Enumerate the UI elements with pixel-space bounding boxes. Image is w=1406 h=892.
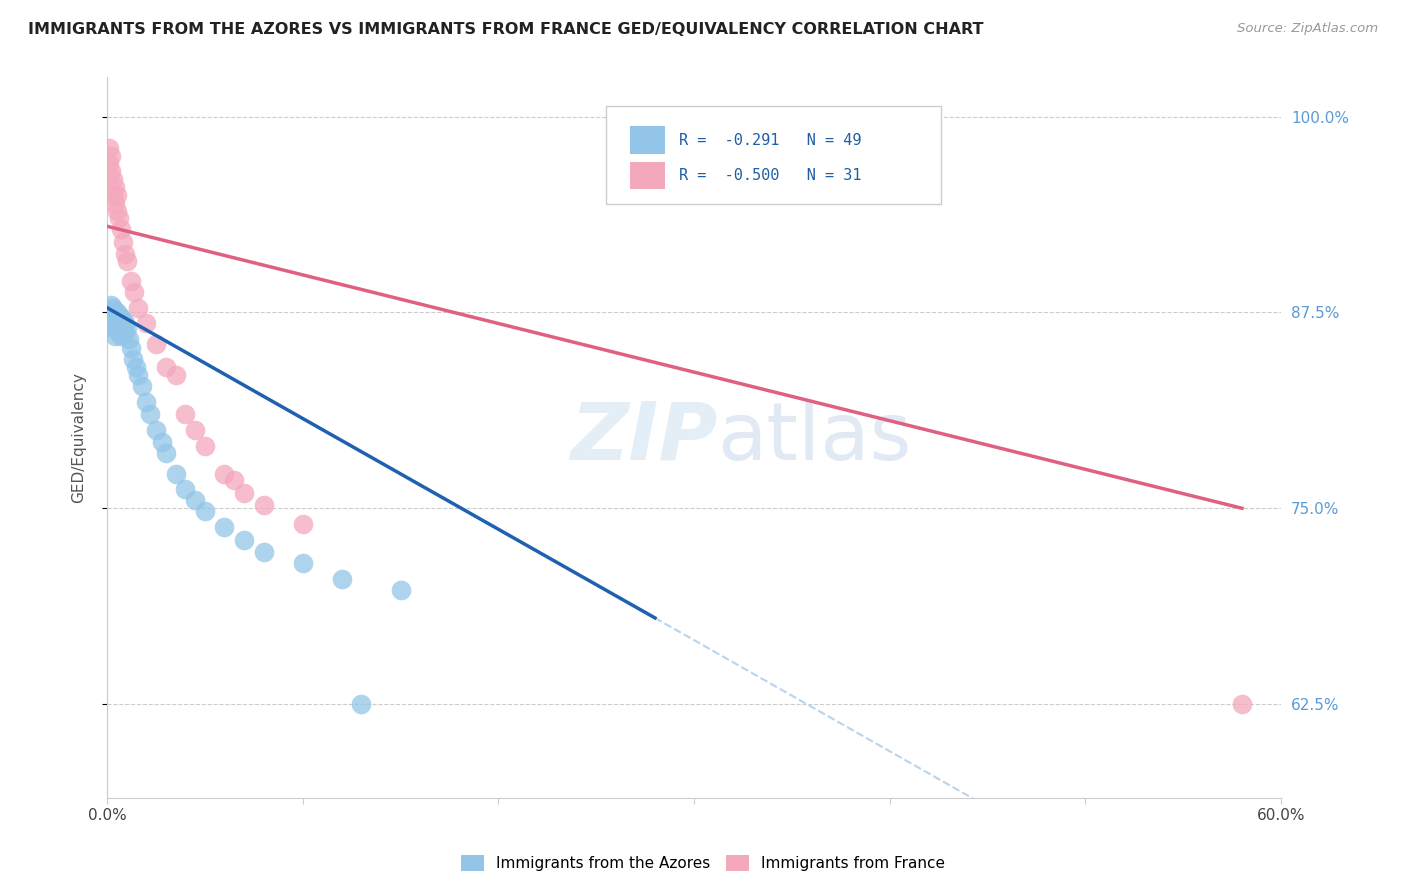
Point: [120, 342, 142, 356]
Point: [127, 368, 149, 383]
Point: [174, 407, 197, 421]
Point: [214, 467, 236, 481]
Point: [110, 222, 132, 236]
Point: [135, 394, 157, 409]
Point: [115, 321, 138, 335]
Point: [108, 326, 131, 340]
Point: [194, 504, 217, 518]
Point: [105, 203, 128, 218]
Text: Source: ZipAtlas.com: Source: ZipAtlas.com: [1237, 22, 1378, 36]
Point: [98, 305, 121, 319]
Text: ZIP: ZIP: [571, 399, 717, 476]
Point: [114, 317, 136, 331]
Point: [165, 368, 187, 383]
FancyBboxPatch shape: [630, 127, 665, 153]
Point: [155, 360, 177, 375]
Text: atlas: atlas: [717, 399, 912, 476]
Point: [330, 572, 353, 586]
Point: [100, 297, 122, 311]
Point: [291, 556, 314, 570]
Point: [214, 520, 236, 534]
Point: [104, 310, 127, 325]
Point: [101, 188, 124, 202]
Point: [114, 247, 136, 261]
Point: [150, 435, 173, 450]
Point: [131, 379, 153, 393]
Point: [125, 360, 148, 375]
Point: [100, 149, 122, 163]
Point: [184, 423, 207, 437]
Point: [1230, 697, 1253, 711]
Point: [389, 582, 412, 597]
Point: [100, 313, 122, 327]
Point: [155, 446, 177, 460]
Point: [104, 305, 127, 319]
Point: [108, 309, 131, 323]
Point: [111, 313, 134, 327]
Point: [135, 317, 157, 331]
Point: [127, 301, 149, 315]
Point: [124, 285, 146, 299]
Point: [100, 305, 122, 319]
Point: [105, 188, 128, 202]
Point: [224, 473, 246, 487]
Point: [104, 329, 127, 343]
Point: [110, 319, 132, 334]
Point: [105, 313, 128, 327]
Point: [145, 423, 167, 437]
Point: [194, 439, 217, 453]
Legend: Immigrants from the Azores, Immigrants from France: Immigrants from the Azores, Immigrants f…: [456, 849, 950, 877]
Point: [100, 164, 122, 178]
Point: [233, 485, 256, 500]
Point: [114, 326, 136, 340]
Point: [98, 156, 121, 170]
Point: [101, 310, 124, 325]
Point: [101, 305, 124, 319]
Text: IMMIGRANTS FROM THE AZORES VS IMMIGRANTS FROM FRANCE GED/EQUIVALENCY CORRELATION: IMMIGRANTS FROM THE AZORES VS IMMIGRANTS…: [28, 22, 984, 37]
Point: [104, 180, 127, 194]
Point: [101, 321, 124, 335]
Point: [98, 313, 121, 327]
Text: R =  -0.291   N = 49: R = -0.291 N = 49: [679, 133, 862, 148]
Point: [252, 545, 274, 559]
Point: [291, 516, 314, 531]
Point: [139, 407, 162, 421]
Point: [174, 483, 197, 497]
Point: [110, 329, 132, 343]
Point: [165, 467, 187, 481]
Point: [98, 141, 121, 155]
Y-axis label: GED/Equivalency: GED/Equivalency: [72, 372, 86, 503]
Point: [104, 195, 127, 210]
Point: [108, 211, 131, 226]
Point: [110, 310, 132, 325]
Point: [120, 274, 142, 288]
Point: [233, 533, 256, 547]
Point: [105, 321, 128, 335]
Point: [101, 172, 124, 186]
Point: [115, 253, 138, 268]
Text: R =  -0.500   N = 31: R = -0.500 N = 31: [679, 168, 862, 183]
Point: [121, 352, 143, 367]
Point: [350, 697, 373, 711]
Point: [105, 305, 128, 319]
Point: [111, 323, 134, 337]
Point: [117, 332, 139, 346]
Point: [108, 317, 131, 331]
FancyBboxPatch shape: [630, 161, 665, 189]
Point: [104, 317, 127, 331]
Point: [111, 235, 134, 249]
Point: [101, 301, 124, 315]
FancyBboxPatch shape: [606, 106, 941, 203]
Point: [145, 336, 167, 351]
Point: [252, 498, 274, 512]
Point: [184, 493, 207, 508]
